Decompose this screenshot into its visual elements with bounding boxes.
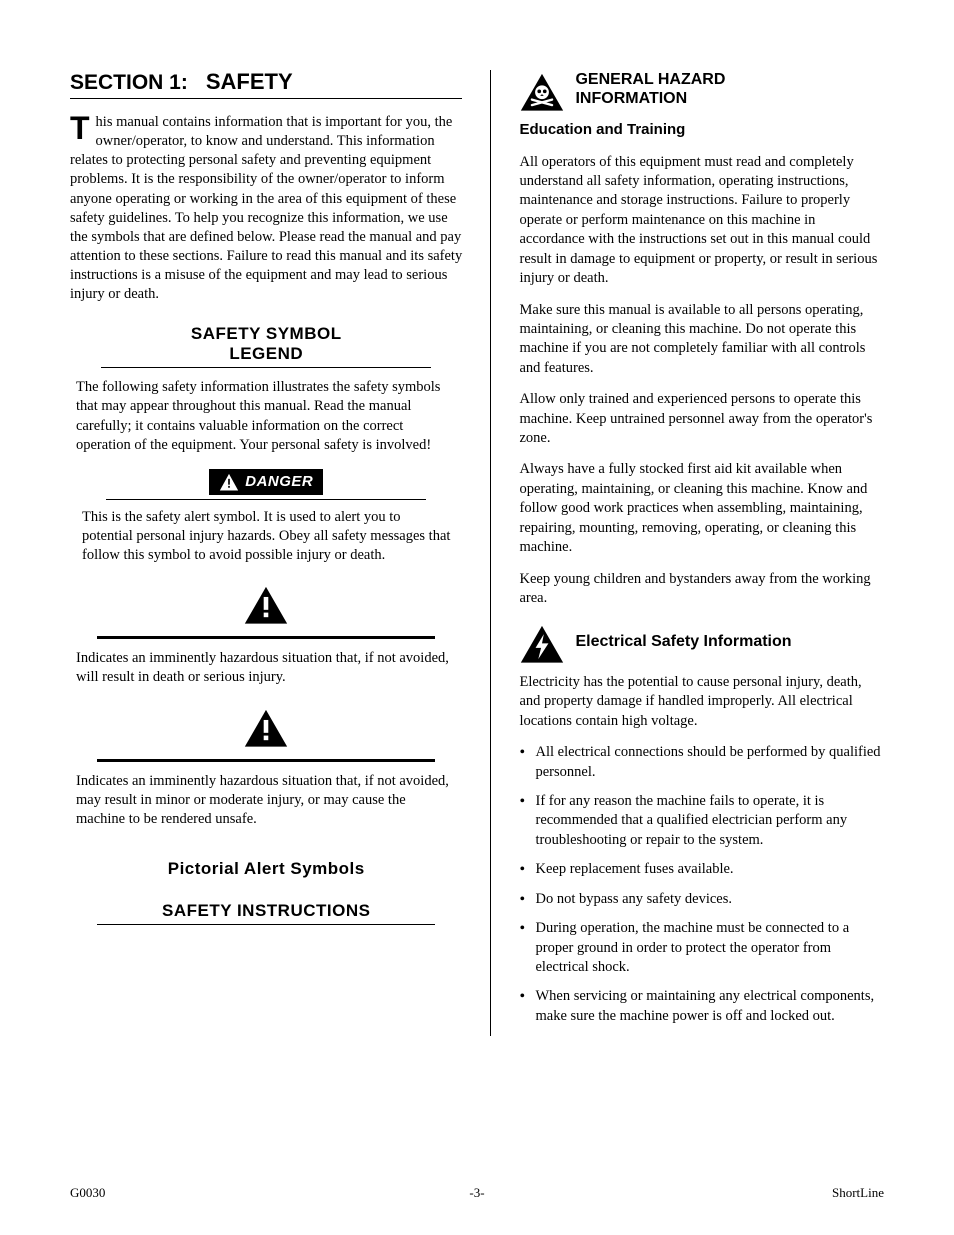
safety-instructions-heading: SAFETY INSTRUCTIONS [97, 901, 435, 925]
caution-desc: Indicates an imminently hazardous situat… [76, 772, 456, 829]
education-title: Education and Training [519, 120, 884, 140]
caution-icon-row [70, 708, 462, 755]
section-intro: This manual contains information that is… [70, 113, 462, 304]
footer-left: G0030 [70, 1185, 105, 1201]
footer-center: -3- [469, 1185, 484, 1201]
bullet: Do not bypass any safety devices. [519, 890, 884, 909]
electrical-p1: Electricity has the potential to cause p… [519, 673, 884, 731]
safety-symbol-legend-heading: SAFETY SYMBOL LEGEND [70, 324, 462, 368]
warning-desc: Indicates an imminently hazardous situat… [76, 649, 456, 687]
electrical-title: Electrical Safety Information [575, 622, 791, 651]
hazard-heading-line2: INFORMATION [575, 89, 725, 108]
section-header: SECTION 1: SAFETY [70, 70, 462, 99]
education-p3: Allow only trained and experienced perso… [519, 390, 884, 448]
hazard-heading-line1: GENERAL HAZARD [575, 70, 725, 89]
safsym-intro: The following safety information illustr… [76, 378, 456, 455]
danger-word: DANGER [245, 473, 313, 490]
safsym-heading-line1: SAFETY SYMBOL [70, 324, 462, 344]
section-title: SAFETY [206, 70, 293, 94]
warning-triangle-icon [243, 585, 289, 627]
intro-text: his manual contains information that is … [70, 114, 462, 302]
rule [106, 499, 426, 500]
bullet: When servicing or maintaining any electr… [519, 987, 884, 1026]
education-p4: Always have a fully stocked first aid ki… [519, 460, 884, 557]
general-hazard-heading-row: GENERAL HAZARD INFORMATION [519, 70, 884, 112]
right-column: GENERAL HAZARD INFORMATION Education and… [490, 70, 884, 1036]
thick-rule [97, 759, 435, 762]
safsym-heading-line2: LEGEND [70, 344, 462, 364]
drop-cap: T [70, 115, 90, 142]
section-number: SECTION 1: [70, 71, 188, 95]
danger-desc: This is the safety alert symbol. It is u… [82, 508, 450, 565]
danger-label: DANGER [209, 469, 323, 495]
bullet: Keep replacement fuses available. [519, 860, 884, 879]
signal-danger-block: DANGER This is the safety alert symbol. … [76, 469, 456, 566]
pictorial-label: Pictorial Alert Symbols [70, 859, 462, 879]
education-p1: All operators of this equipment must rea… [519, 153, 884, 289]
footer-right: ShortLine [832, 1185, 884, 1201]
rule [101, 367, 431, 368]
bullet: During operation, the machine must be co… [519, 919, 884, 977]
alert-triangle-icon [219, 473, 239, 491]
skull-crossbones-icon [519, 72, 565, 112]
electrical-heading-row: Electrical Safety Information [519, 622, 884, 664]
thick-rule [97, 636, 435, 639]
education-p5: Keep young children and bystanders away … [519, 570, 884, 609]
warning-icon-row [70, 585, 462, 632]
high-voltage-icon [519, 624, 565, 664]
pictorial-heading: Pictorial Alert Symbols [70, 859, 462, 879]
left-column: SECTION 1: SAFETY This manual contains i… [70, 70, 462, 1036]
page-footer: G0030 -3- ShortLine [70, 1185, 884, 1201]
caution-triangle-icon [243, 708, 289, 750]
education-p2: Make sure this manual is available to al… [519, 301, 884, 379]
bullet: If for any reason the machine fails to o… [519, 792, 884, 850]
bullet: All electrical connections should be per… [519, 743, 884, 782]
electrical-bullets: All electrical connections should be per… [519, 743, 884, 1026]
